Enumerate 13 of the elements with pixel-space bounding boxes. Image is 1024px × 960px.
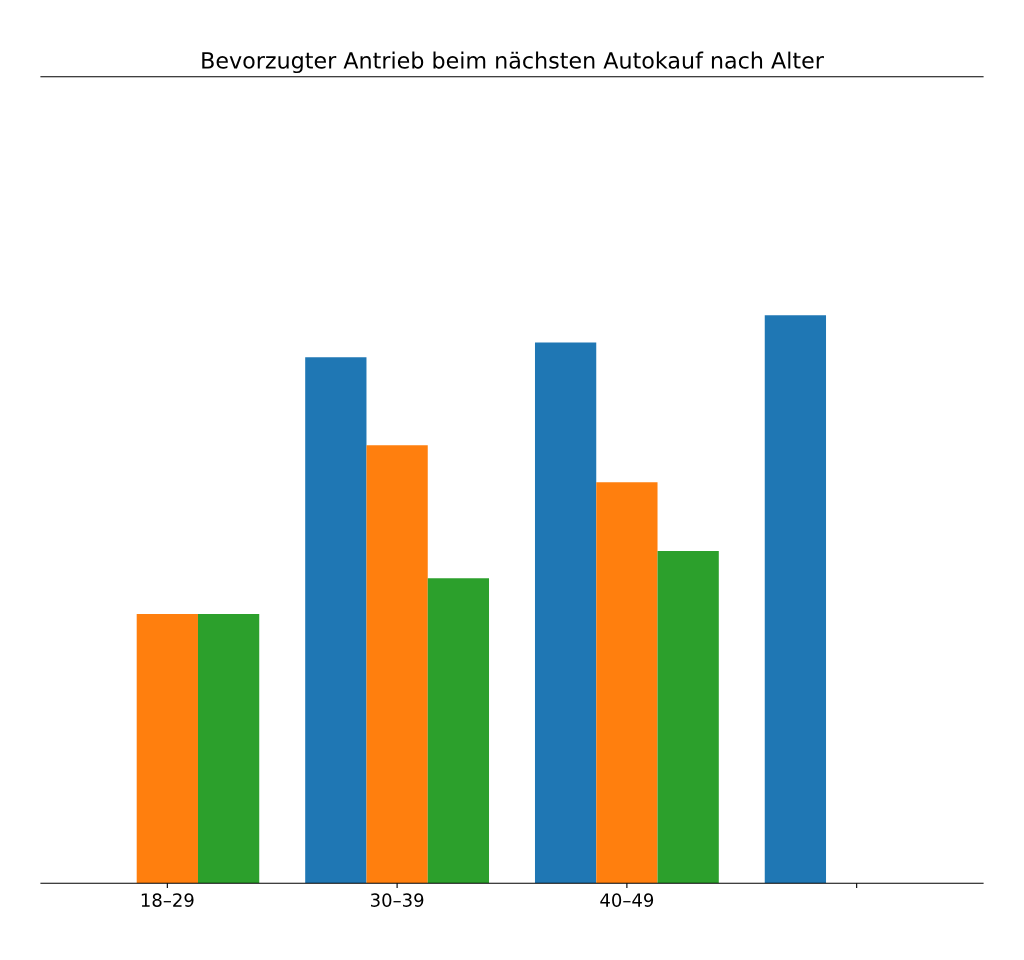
bar (596, 482, 658, 884)
x-tick-label: 18–29 (141, 893, 194, 907)
bar (136, 614, 198, 884)
x-tick-label: 30–39 (371, 893, 424, 907)
x-tick-label: 40–49 (600, 893, 654, 907)
bar (366, 445, 428, 884)
bar (305, 357, 367, 884)
bar (764, 315, 827, 884)
bar (534, 342, 597, 884)
bar (657, 550, 719, 884)
chart-title: Bevorzugter Antrieb beim nächsten Autokauf nach Alter (202, 51, 824, 74)
bar (427, 578, 490, 884)
bar (197, 614, 260, 884)
